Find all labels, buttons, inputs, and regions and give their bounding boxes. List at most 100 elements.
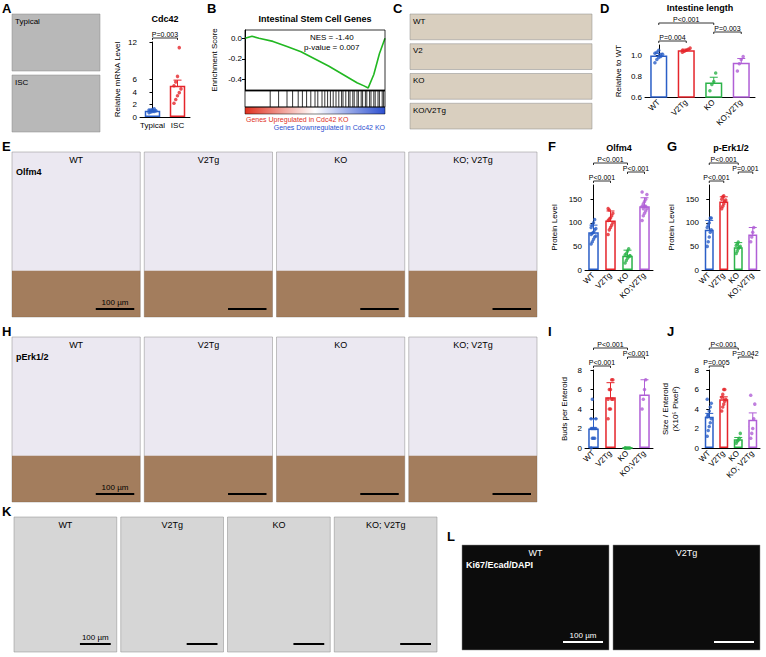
svg-text:0: 0 [695,266,700,275]
svg-text:1.0: 1.0 [631,51,643,60]
svg-text:0: 0 [578,266,583,275]
svg-text:100: 100 [569,218,583,227]
svg-text:P=0.001: P=0.001 [732,165,758,172]
svg-text:ISC: ISC [15,78,29,87]
svg-text:4: 4 [695,405,700,414]
svg-text:I: I [548,324,552,339]
svg-text:KO; V2Tg: KO; V2Tg [725,449,756,480]
svg-text:Protein Level: Protein Level [550,204,559,251]
svg-text:Genes Downregulated in Cdc42 K: Genes Downregulated in Cdc42 KO [274,124,386,132]
svg-text:Intestine length: Intestine length [667,3,734,13]
svg-text:-0.4: -0.4 [228,75,242,84]
svg-text:Size / Enteroid: Size / Enteroid [661,383,670,435]
svg-text:4: 4 [133,88,138,97]
svg-text:KO: KO [413,76,425,85]
svg-text:0: 0 [133,113,138,122]
svg-text:P=0.003: P=0.003 [152,31,178,38]
svg-text:8: 8 [578,366,583,375]
svg-text:Protein Level: Protein Level [667,204,676,251]
svg-text:B: B [207,1,216,16]
svg-text:KO;V2Tg: KO;V2Tg [726,271,756,301]
svg-text:Relative mRNA Level: Relative mRNA Level [113,41,122,117]
svg-text:P<0.001: P<0.001 [673,16,699,23]
svg-text:P<0.001: P<0.001 [589,359,615,366]
svg-text:KO;V2Tg: KO;V2Tg [715,98,745,128]
svg-text:P<0.001: P<0.001 [597,341,623,348]
svg-text:P<0.001: P<0.001 [623,165,649,172]
svg-text:KO: KO [334,155,347,165]
svg-text:8: 8 [695,366,700,375]
svg-text:V2Tg: V2Tg [594,449,614,469]
svg-text:pErk1/2: pErk1/2 [16,352,49,362]
svg-text:KO/V2Tg: KO/V2Tg [413,106,446,115]
svg-text:ISC: ISC [171,121,185,130]
svg-text:E: E [2,139,11,154]
svg-text:0: 0 [578,444,583,453]
svg-text:KO: KO [334,340,347,350]
svg-text:50: 50 [690,242,699,251]
svg-text:KO; V2Tg: KO; V2Tg [453,155,493,165]
svg-text:P=0.004: P=0.004 [659,34,685,41]
svg-text:KO;V2Tg: KO;V2Tg [618,271,648,301]
svg-text:150: 150 [569,195,583,204]
svg-text:2: 2 [133,100,138,109]
svg-text:NES = -1.40: NES = -1.40 [310,33,354,42]
svg-text:WT: WT [69,155,83,165]
svg-text:KO: KO [702,98,717,113]
svg-text:V2Tg: V2Tg [198,340,220,350]
svg-text:G: G [667,139,677,154]
svg-text:V2: V2 [413,46,423,55]
svg-text:Relative to WT: Relative to WT [614,45,623,98]
svg-text:J: J [667,324,674,339]
svg-text:KO;V2Tg: KO;V2Tg [618,449,648,479]
svg-text:WT: WT [58,520,72,530]
svg-text:Genes Upregulated in Cdc42 KO: Genes Upregulated in Cdc42 KO [246,116,349,124]
svg-text:0.0: 0.0 [231,34,243,43]
svg-text:(X10⁵ Pixel²): (X10⁵ Pixel²) [671,386,680,431]
svg-text:Typical: Typical [140,121,165,130]
svg-text:V2Tg: V2Tg [198,155,220,165]
svg-text:Ki67/Ecad/DAPI: Ki67/Ecad/DAPI [466,560,533,570]
svg-text:0.6: 0.6 [631,93,643,102]
svg-text:100 µm: 100 µm [82,633,109,642]
svg-text:6: 6 [133,75,138,84]
svg-text:V2Tg: V2Tg [707,449,727,469]
svg-text:100 µm: 100 µm [102,483,129,492]
svg-text:-0.2: -0.2 [228,54,242,63]
svg-text:p-Erk1/2: p-Erk1/2 [713,143,749,153]
svg-text:H: H [2,324,11,339]
svg-text:Typical: Typical [15,17,40,26]
svg-text:0.8: 0.8 [631,72,643,81]
svg-text:50: 50 [573,242,582,251]
svg-text:A: A [2,1,12,16]
svg-text:P=0.003: P=0.003 [714,25,740,32]
svg-text:6: 6 [695,385,700,394]
svg-text:P<0.001: P<0.001 [703,174,729,181]
svg-text:WT: WT [413,17,426,26]
svg-text:6: 6 [578,385,583,394]
svg-text:WT: WT [69,340,83,350]
svg-text:V2Tg: V2Tg [161,520,183,530]
svg-text:D: D [600,1,609,16]
svg-text:K: K [2,504,12,519]
svg-text:p-value = 0.007: p-value = 0.007 [304,43,360,52]
svg-text:P<0.001: P<0.001 [711,156,737,163]
svg-text:100 µm: 100 µm [570,631,597,640]
svg-text:100 µm: 100 µm [102,298,129,307]
svg-text:WT: WT [529,548,543,558]
svg-text:P=0.042: P=0.042 [732,350,758,357]
svg-text:L: L [447,529,455,544]
svg-text:Intestinal Stem Cell Genes: Intestinal Stem Cell Genes [258,14,371,24]
svg-text:V2Tg: V2Tg [670,98,690,118]
svg-text:V2Tg: V2Tg [594,271,614,291]
svg-text:KO; V2Tg: KO; V2Tg [453,340,493,350]
svg-text:P<0.001: P<0.001 [597,156,623,163]
svg-text:F: F [548,139,556,154]
svg-text:C: C [393,1,403,16]
svg-text:Olfm4: Olfm4 [16,167,42,177]
svg-text:KO: KO [272,520,285,530]
svg-text:P<0.001: P<0.001 [711,341,737,348]
svg-text:Buds per Enteroid: Buds per Enteroid [560,377,569,441]
svg-text:V2Tg: V2Tg [707,271,727,291]
svg-text:2: 2 [578,424,583,433]
